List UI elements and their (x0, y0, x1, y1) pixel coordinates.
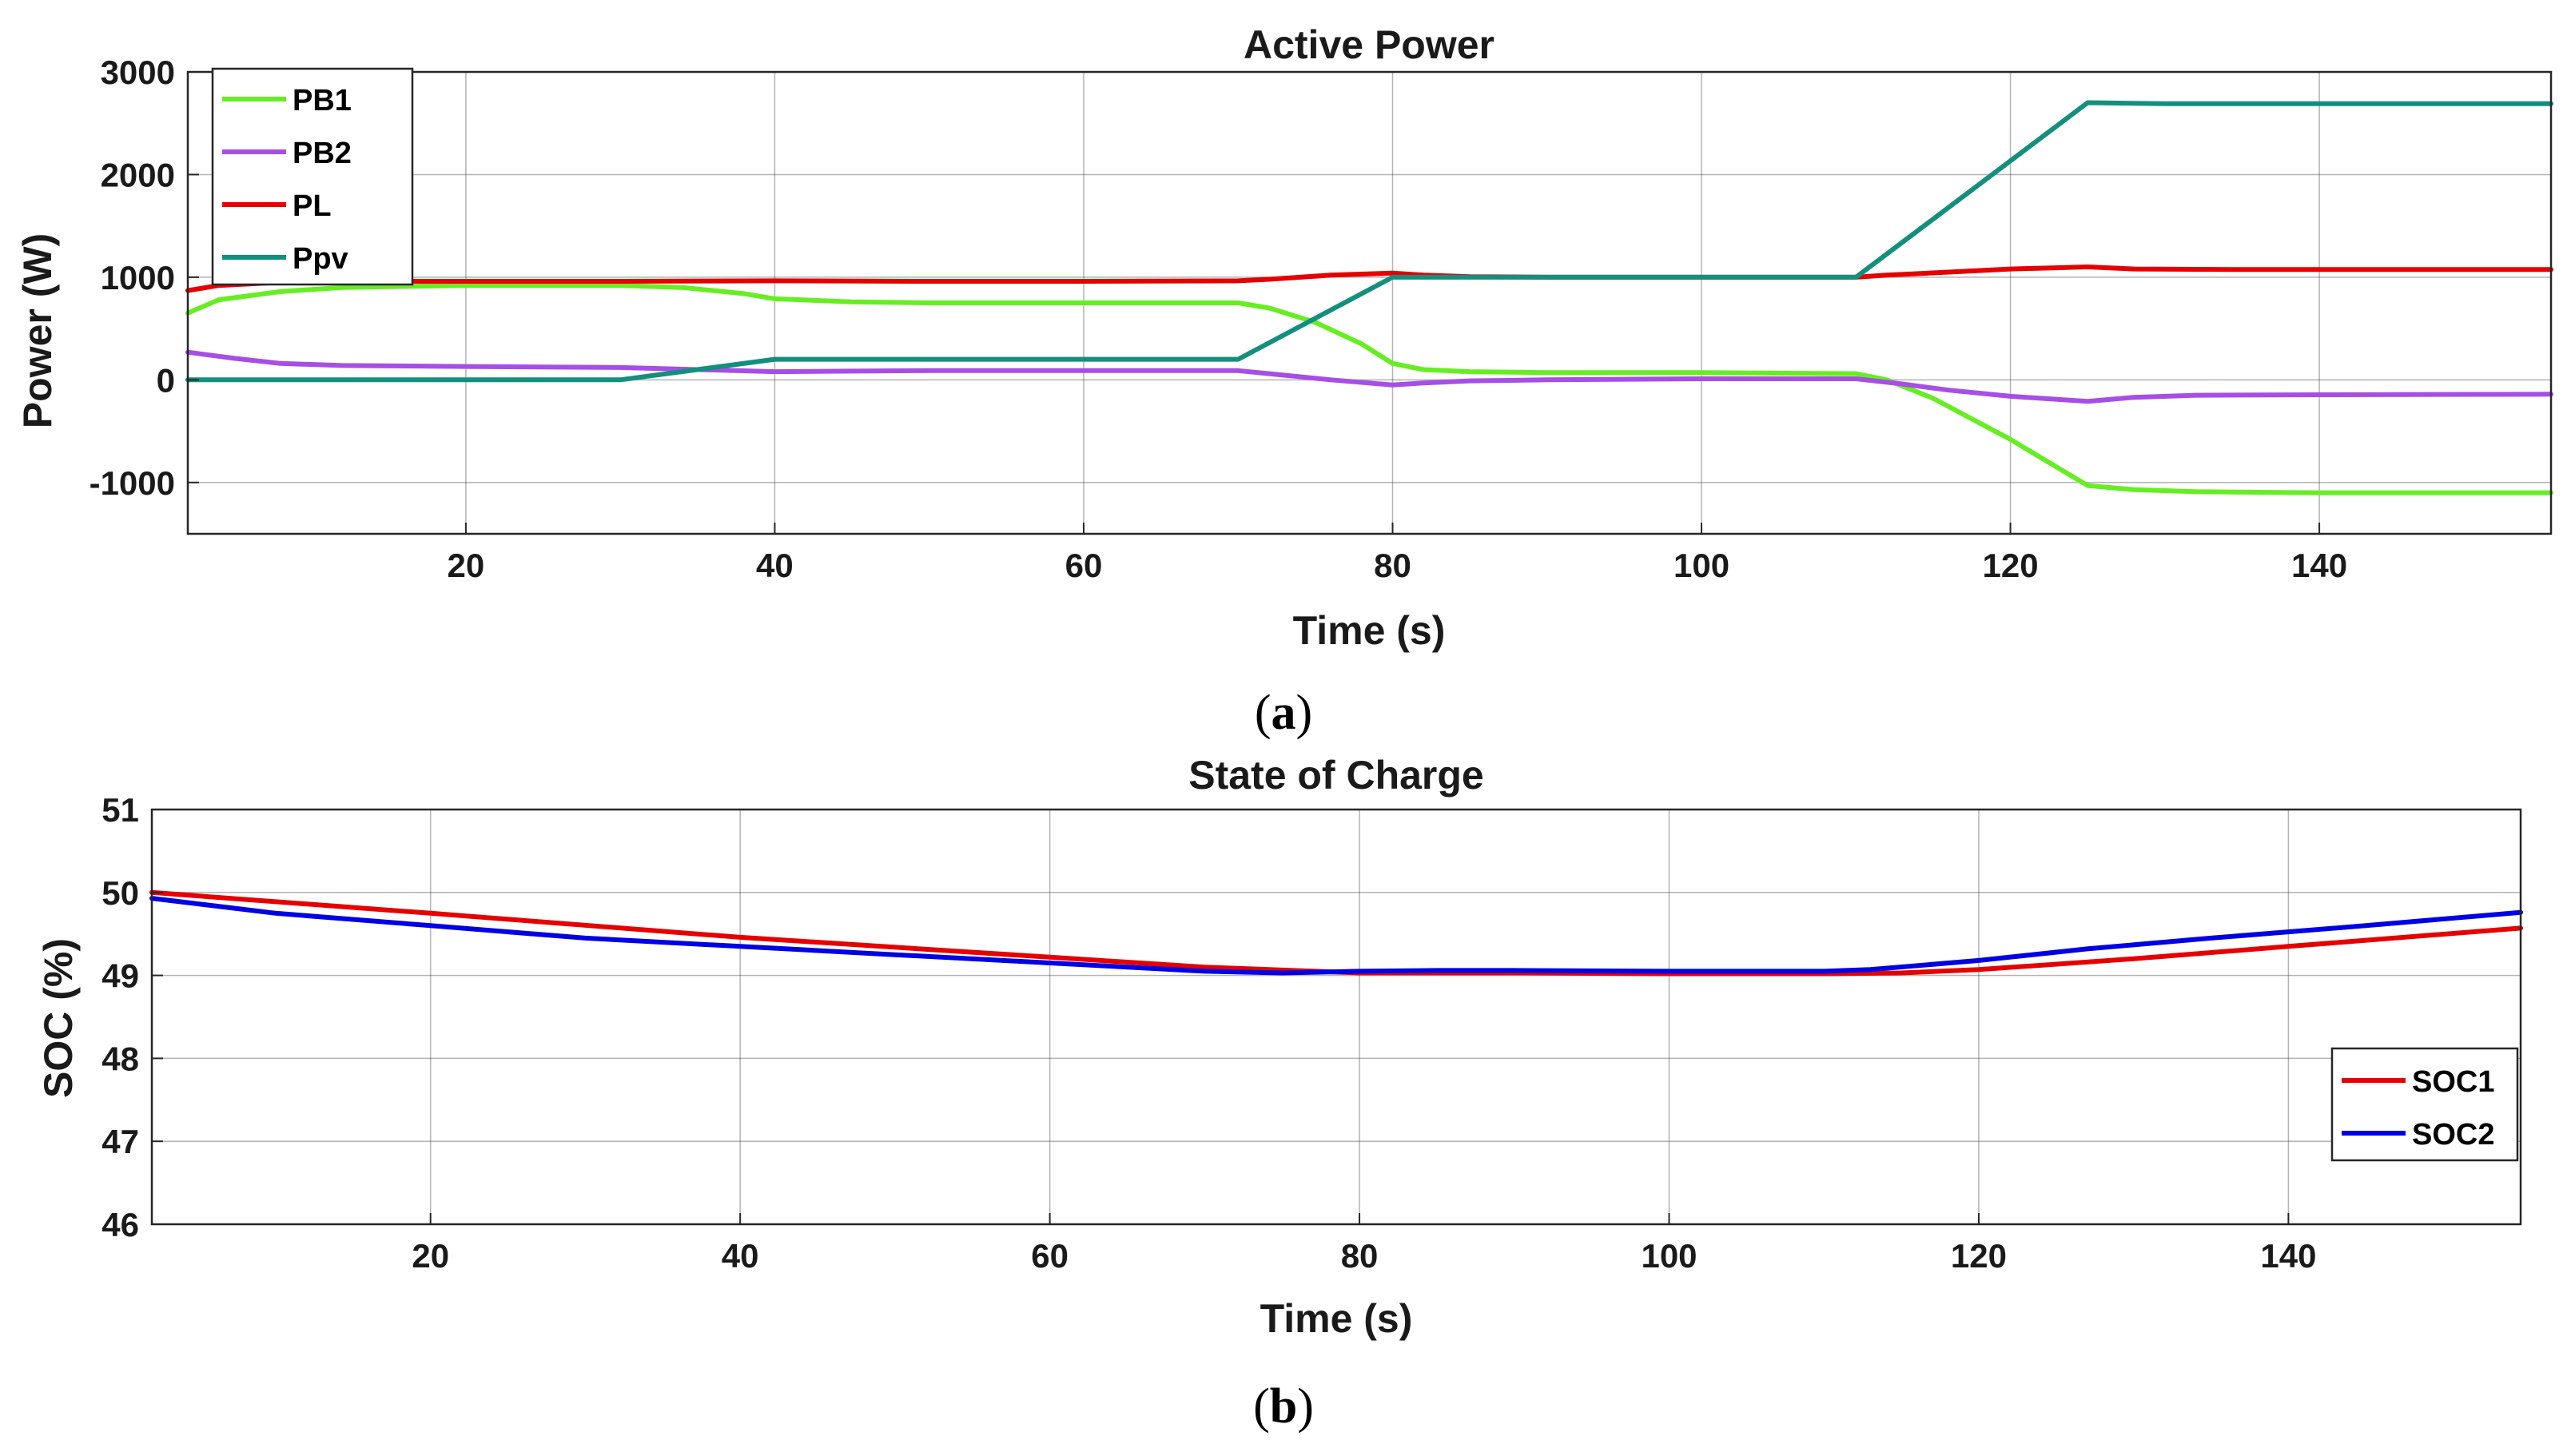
legend-label-pb2: PB2 (293, 137, 352, 170)
y-tick-label: 1000 (101, 259, 175, 296)
plot-area-frame (150, 808, 2522, 1226)
y-tick-label: 3000 (101, 54, 175, 91)
x-axis-label: Time (s) (1260, 1296, 1413, 1341)
x-tick-label: 120 (1983, 547, 2039, 584)
x-tick-label: 140 (2260, 1237, 2316, 1275)
series-lines (149, 889, 2523, 977)
series-lines (185, 100, 2553, 495)
x-tick-label: 140 (2291, 547, 2347, 584)
y-tick-label: 46 (101, 1206, 139, 1243)
series-line-soc2 (149, 896, 2523, 976)
x-tick-label: 20 (448, 547, 485, 584)
x-tick-label: 100 (1641, 1237, 1697, 1275)
y-tick-label: -1000 (90, 464, 175, 502)
y-tick-label: 51 (101, 791, 139, 829)
legend-label-ppv: Ppv (293, 242, 348, 276)
plot-area-frame (186, 70, 2553, 535)
x-tick-label: 40 (722, 1237, 759, 1275)
state-of-charge-panel: 20 40 60 80 100 120 140 46 47 48 49 50 51 State of C… (36, 753, 2523, 1434)
legend: SOC1 SOC2 (2330, 1047, 2519, 1162)
x-tick-label: 60 (1065, 547, 1103, 584)
legend-label-pl: PL (293, 189, 332, 223)
x-axis-label: Time (s) (1293, 608, 1446, 653)
x-tick-label: 40 (756, 547, 794, 584)
tick-labels: 20 40 60 80 100 120 140 46 47 48 49 50 51 (101, 791, 2316, 1275)
legend-label-soc2: SOC2 (2412, 1118, 2494, 1152)
panel-caption-a: (a) (1255, 686, 1312, 740)
y-tick-label: 50 (101, 874, 139, 912)
x-tick-label: 80 (1341, 1237, 1379, 1275)
y-axis-label: Power (W) (15, 233, 60, 428)
legend-box (211, 67, 414, 286)
panel-caption-b: (b) (1253, 1379, 1314, 1434)
x-tick-label: 100 (1674, 547, 1729, 584)
legend: PB1 PB2 PL Ppv (211, 67, 414, 286)
x-tick-label: 120 (1951, 1237, 2007, 1275)
series-line-pb1 (185, 283, 2553, 495)
y-tick-label: 0 (157, 361, 175, 399)
chart-title: State of Charge (1188, 753, 1484, 798)
series-line-pl (185, 265, 2553, 293)
y-axis-label: SOC (%) (36, 938, 81, 1098)
tick-labels: 20 40 60 80 100 120 140 -1000 0 1000 2000 3000 (90, 54, 2348, 584)
y-tick-label: 2000 (101, 156, 175, 193)
legend-label-soc1: SOC1 (2412, 1065, 2494, 1099)
series-line-pb2 (185, 349, 2553, 404)
grid-lines (152, 809, 2521, 1225)
chart-title: Active Power (1244, 22, 1494, 67)
legend-label-pb1: PB1 (293, 84, 352, 117)
x-tick-label: 60 (1031, 1237, 1069, 1275)
series-line-soc1 (149, 889, 2523, 977)
x-tick-label: 80 (1374, 547, 1411, 584)
grid-lines (188, 71, 2551, 534)
x-tick-label: 20 (412, 1237, 449, 1275)
y-tick-label: 47 (101, 1123, 139, 1160)
y-tick-label: 48 (101, 1040, 139, 1077)
legend-box (2330, 1047, 2519, 1162)
y-tick-label: 49 (101, 957, 139, 995)
active-power-panel: 20 40 60 80 100 120 140 -1000 0 1000 2000 3000 Acti… (15, 22, 2553, 740)
series-line-ppv (185, 100, 2553, 383)
